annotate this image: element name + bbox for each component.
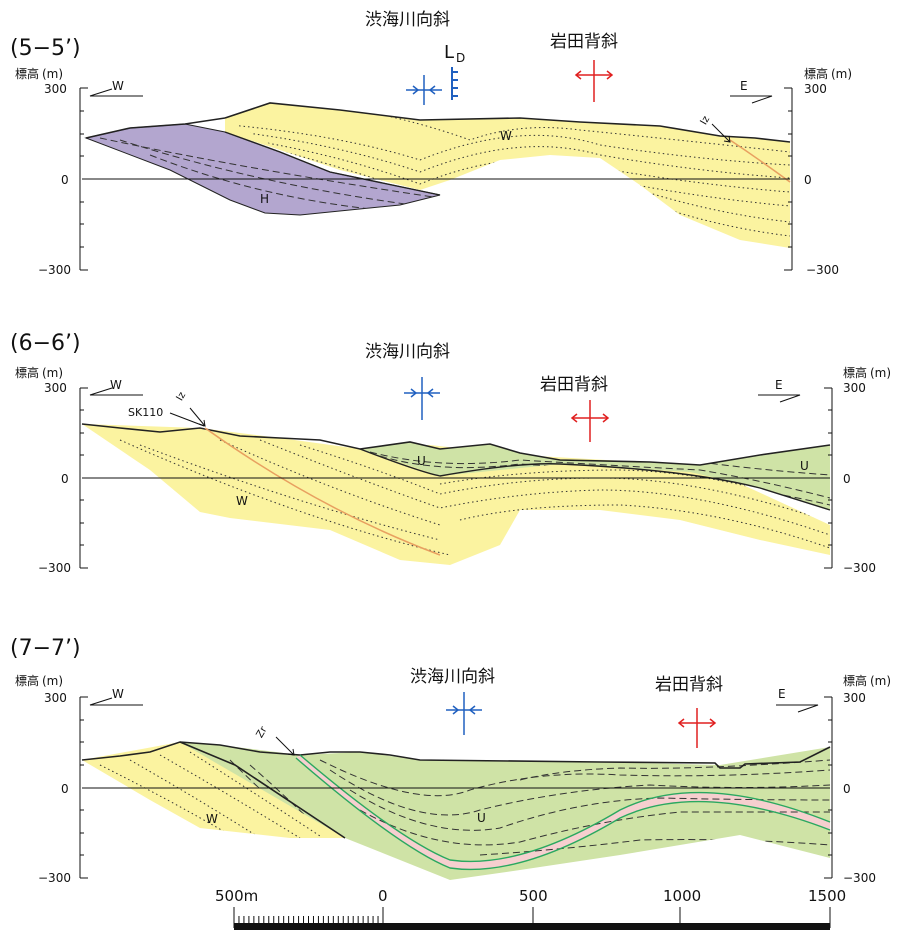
anticline-label: 岩田背斜 (550, 32, 618, 52)
right-axis (824, 387, 833, 569)
elev-label-right: 標高 (843, 673, 867, 688)
elev-label-left: 標高 (15, 673, 39, 688)
tick-0-left: 0 (61, 173, 69, 187)
elev-unit-left: (m) (42, 67, 63, 81)
unit-label-U-east: U (800, 459, 809, 473)
section-7-layers (81, 741, 831, 880)
tick-300-right: 300 (843, 381, 866, 395)
tick-300-right: 300 (804, 82, 827, 96)
east-label: E (740, 79, 748, 93)
elev-unit-left: (m) (42, 366, 63, 380)
east-label: E (778, 687, 786, 701)
tick-300-left: 300 (44, 691, 67, 705)
syncline-symbol (446, 692, 482, 735)
east-label: E (775, 378, 783, 392)
tick-neg300-left: −300 (38, 871, 71, 885)
elev-unit-right: (m) (870, 366, 891, 380)
right-axis (824, 696, 833, 879)
direction-arrows (89, 88, 773, 143)
tick-0-left: 0 (61, 782, 69, 796)
section-6-6: (6−6’) 渋海川向斜 岩田背斜 標高 (m) 標高 (m) 300 0 −3… (10, 331, 891, 575)
tick-neg300-left: −300 (38, 561, 71, 575)
syncline-symbol (404, 377, 440, 420)
unit-label-U: U (477, 811, 486, 825)
marker-label: Iz (175, 390, 189, 403)
elev-unit-left: (m) (42, 674, 63, 688)
section-6-layers (81, 423, 831, 565)
tick-neg300-right: −300 (843, 561, 876, 575)
unit-label-U: U (417, 454, 426, 468)
unit-label-W: W (236, 494, 248, 508)
elev-label-left: 標高 (15, 66, 39, 81)
elev-label-left: 標高 (15, 365, 39, 380)
anticline-symbol (677, 708, 717, 748)
unit-label-W: W (206, 812, 218, 826)
fault-label: L (444, 42, 454, 63)
tick-0-right: 0 (804, 173, 812, 187)
anticline-label: 岩田背斜 (655, 675, 723, 695)
section-5-5: (5−5’) 渋海川向斜 岩田背斜 L D 標高 (m) 標高 (m) 300 … (10, 10, 852, 277)
syncline-label: 渋海川向斜 (410, 667, 495, 687)
tick-300-left: 300 (44, 82, 67, 96)
fault-symbol (451, 67, 458, 100)
syncline-label: 渋海川向斜 (365, 342, 450, 362)
section-title: (5−5’) (10, 36, 81, 61)
scale-label-500m: 500m (215, 887, 258, 905)
syncline-label: 渋海川向斜 (365, 10, 450, 30)
west-label: W (112, 687, 124, 701)
unit-label-W: W (500, 129, 512, 143)
tick-0-left: 0 (61, 472, 69, 486)
tick-300-left: 300 (44, 381, 67, 395)
anticline-symbol (570, 400, 610, 442)
scale-bar: 500m 0 500 1000 1500 (215, 887, 846, 930)
scale-label-1500: 1500 (808, 887, 846, 905)
marker-label: Iz (699, 114, 713, 127)
marker-label: Zr (255, 724, 270, 740)
section-title: (7−7’) (10, 636, 81, 661)
direction-arrows (89, 697, 819, 756)
west-label: W (110, 378, 122, 392)
left-axis (79, 87, 88, 271)
tick-neg300-left: −300 (38, 263, 71, 277)
fault-label-sub: D (456, 51, 465, 65)
elev-unit-right: (m) (831, 67, 852, 81)
tick-0-right: 0 (843, 782, 851, 796)
tick-neg300-right: −300 (843, 871, 876, 885)
syncline-symbol (406, 75, 442, 105)
elev-unit-right: (m) (870, 674, 891, 688)
right-axis (784, 87, 793, 271)
elev-label-right: 標高 (804, 66, 828, 81)
scale-label-0: 0 (378, 887, 388, 905)
anticline-symbol (574, 60, 614, 102)
anticline-label: 岩田背斜 (540, 375, 608, 395)
section-title: (6−6’) (10, 331, 81, 356)
scale-label-1000: 1000 (663, 887, 701, 905)
west-label: W (112, 79, 124, 93)
left-axis (79, 696, 88, 879)
direction-arrows (89, 387, 801, 427)
scale-label-500: 500 (519, 887, 548, 905)
left-axis (79, 387, 88, 569)
section-5-layers (84, 102, 791, 248)
tick-neg300-right: −300 (806, 263, 839, 277)
section-7-7: (7−7’) 渋海川向斜 岩田背斜 標高 (m) 標高 (m) 300 0 −3… (10, 636, 891, 885)
unit-label-H: H (260, 192, 269, 206)
elev-label-right: 標高 (843, 365, 867, 380)
tick-0-right: 0 (843, 472, 851, 486)
marker-label-sk110: SK110 (128, 406, 163, 419)
tick-300-right: 300 (843, 691, 866, 705)
